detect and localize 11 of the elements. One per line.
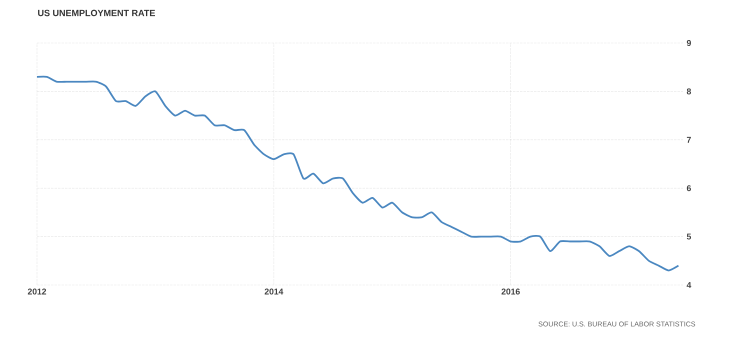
- y-tick-label: 6: [686, 185, 691, 192]
- x-tick-label: 2012: [28, 288, 46, 295]
- chart-title: US UNEMPLOYMENT RATE: [38, 10, 156, 16]
- y-tick-label: 9: [686, 40, 691, 46]
- y-tick-label: 5: [686, 234, 692, 240]
- x-tick-label: 2014: [264, 288, 284, 295]
- y-tick-label: 7: [686, 136, 691, 143]
- y-tick-label: 8: [686, 88, 692, 94]
- line-series: [36, 76, 680, 272]
- y-tick-label: 4: [686, 282, 692, 288]
- x-tick-label: 2016: [502, 288, 520, 295]
